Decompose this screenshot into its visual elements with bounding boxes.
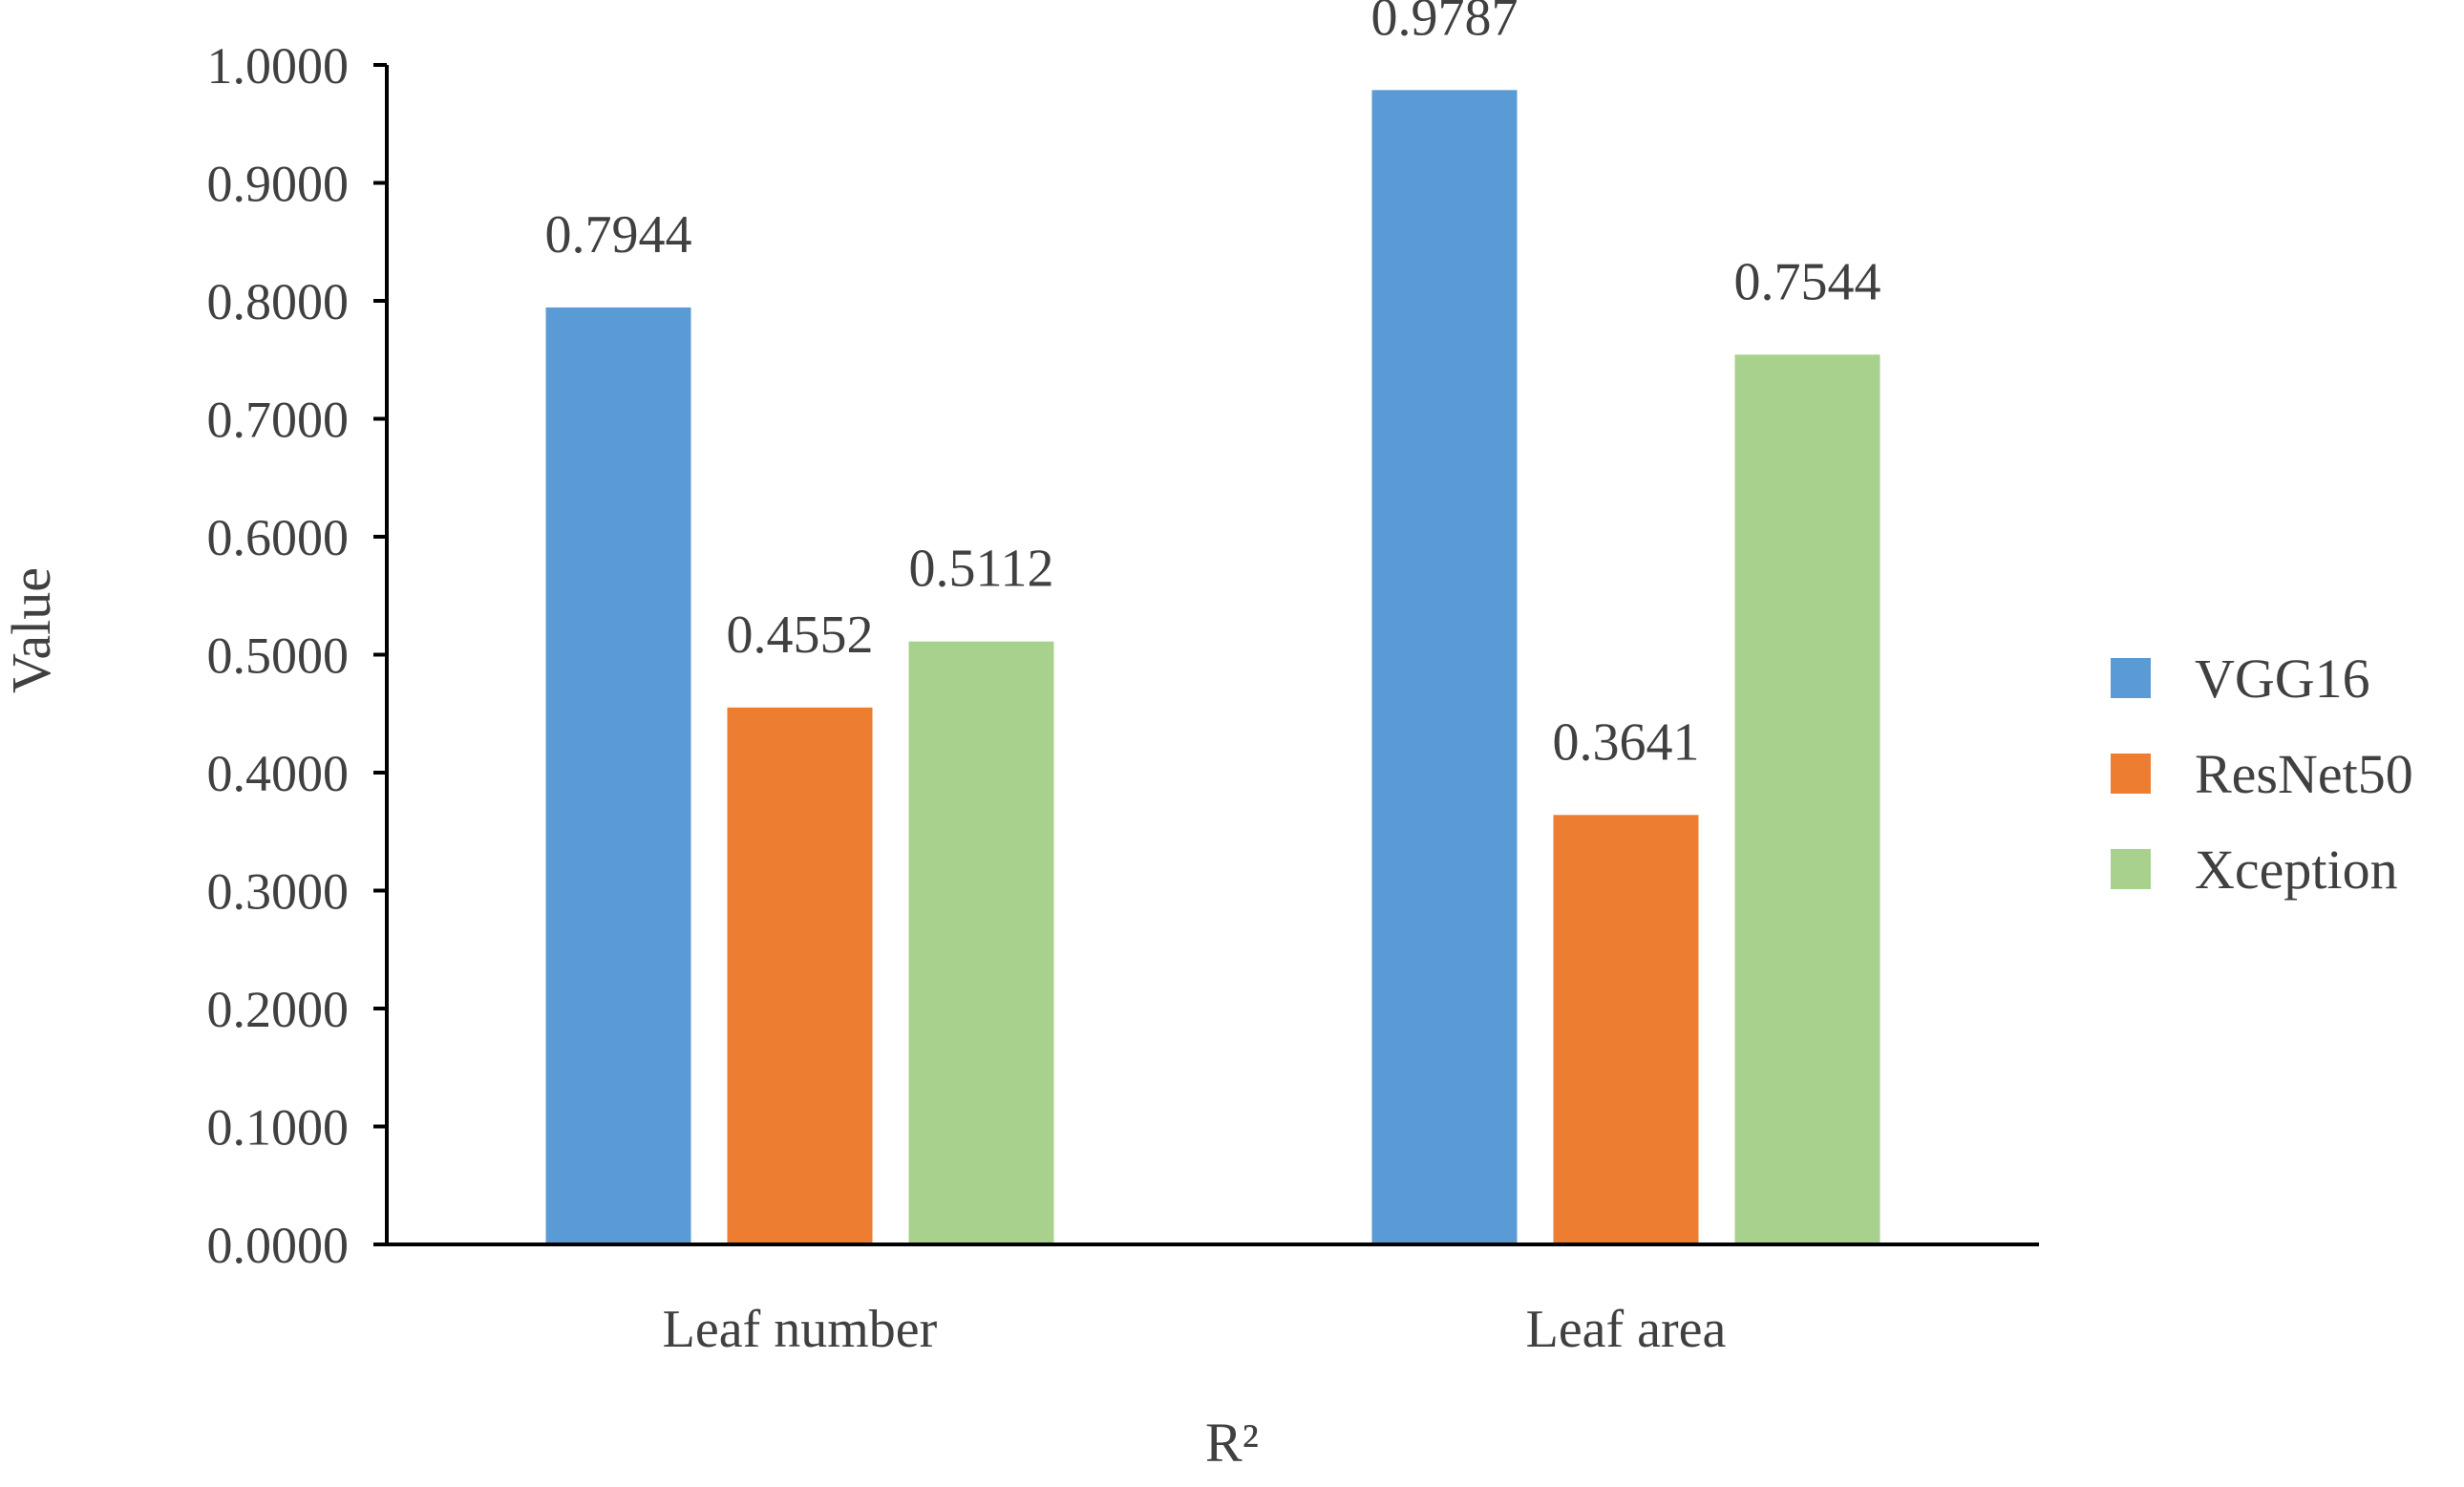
x-category-label: Leaf number xyxy=(663,1300,938,1359)
x-categories-layer: Leaf number Leaf area xyxy=(663,1300,1727,1359)
x-category-label: Leaf area xyxy=(1526,1300,1727,1359)
x-axis-title: R² xyxy=(1205,1412,1259,1474)
data-label: 0.9787 xyxy=(1371,0,1519,47)
data-label: 0.7944 xyxy=(545,205,692,265)
y-tick-label: 1.0000 xyxy=(207,37,350,95)
y-tick-label: 0.5000 xyxy=(207,627,350,685)
bar-vgg16-2 xyxy=(1371,90,1518,1244)
legend: VGG16 ResNet50 Xception xyxy=(2111,648,2413,901)
bar-resnet50-1 xyxy=(727,707,873,1244)
bar-xception-1 xyxy=(908,641,1054,1244)
y-tick-label: 0.3000 xyxy=(207,863,350,921)
y-tick-label: 0.6000 xyxy=(207,509,350,566)
legend-label-vgg16: VGG16 xyxy=(2195,648,2370,710)
y-tick-label: 0.8000 xyxy=(207,273,350,330)
y-axis-title: Value xyxy=(0,567,62,693)
y-ticks-layer: 0.0000 0.1000 0.2000 0.3000 0.4000 0.5000 0.60… xyxy=(207,37,387,1274)
bar-resnet50-2 xyxy=(1553,815,1699,1244)
bars-layer xyxy=(545,90,1880,1244)
data-label: 0.4552 xyxy=(727,605,874,665)
legend-swatch-xception xyxy=(2111,849,2151,889)
y-tick-label: 0.2000 xyxy=(207,981,350,1038)
bar-vgg16-1 xyxy=(545,307,691,1244)
y-tick-label: 0.9000 xyxy=(207,156,350,213)
y-tick-label: 0.1000 xyxy=(207,1099,350,1157)
legend-label-xception: Xception xyxy=(2195,839,2398,901)
y-tick-label: 0.4000 xyxy=(207,745,350,802)
legend-label-resnet50: ResNet50 xyxy=(2195,743,2413,805)
legend-swatch-resnet50 xyxy=(2111,754,2151,794)
bar-xception-2 xyxy=(1734,354,1880,1244)
data-label: 0.5112 xyxy=(909,540,1054,599)
y-tick-label: 0.0000 xyxy=(207,1217,350,1274)
data-label: 0.7544 xyxy=(1734,252,1881,311)
data-label: 0.3641 xyxy=(1553,712,1700,772)
y-tick-label: 0.7000 xyxy=(207,392,350,449)
data-labels-layer: 0.7944 0.4552 0.5112 0.9787 0.3641 0.7544 xyxy=(545,0,1881,772)
legend-swatch-vgg16 xyxy=(2111,658,2151,698)
